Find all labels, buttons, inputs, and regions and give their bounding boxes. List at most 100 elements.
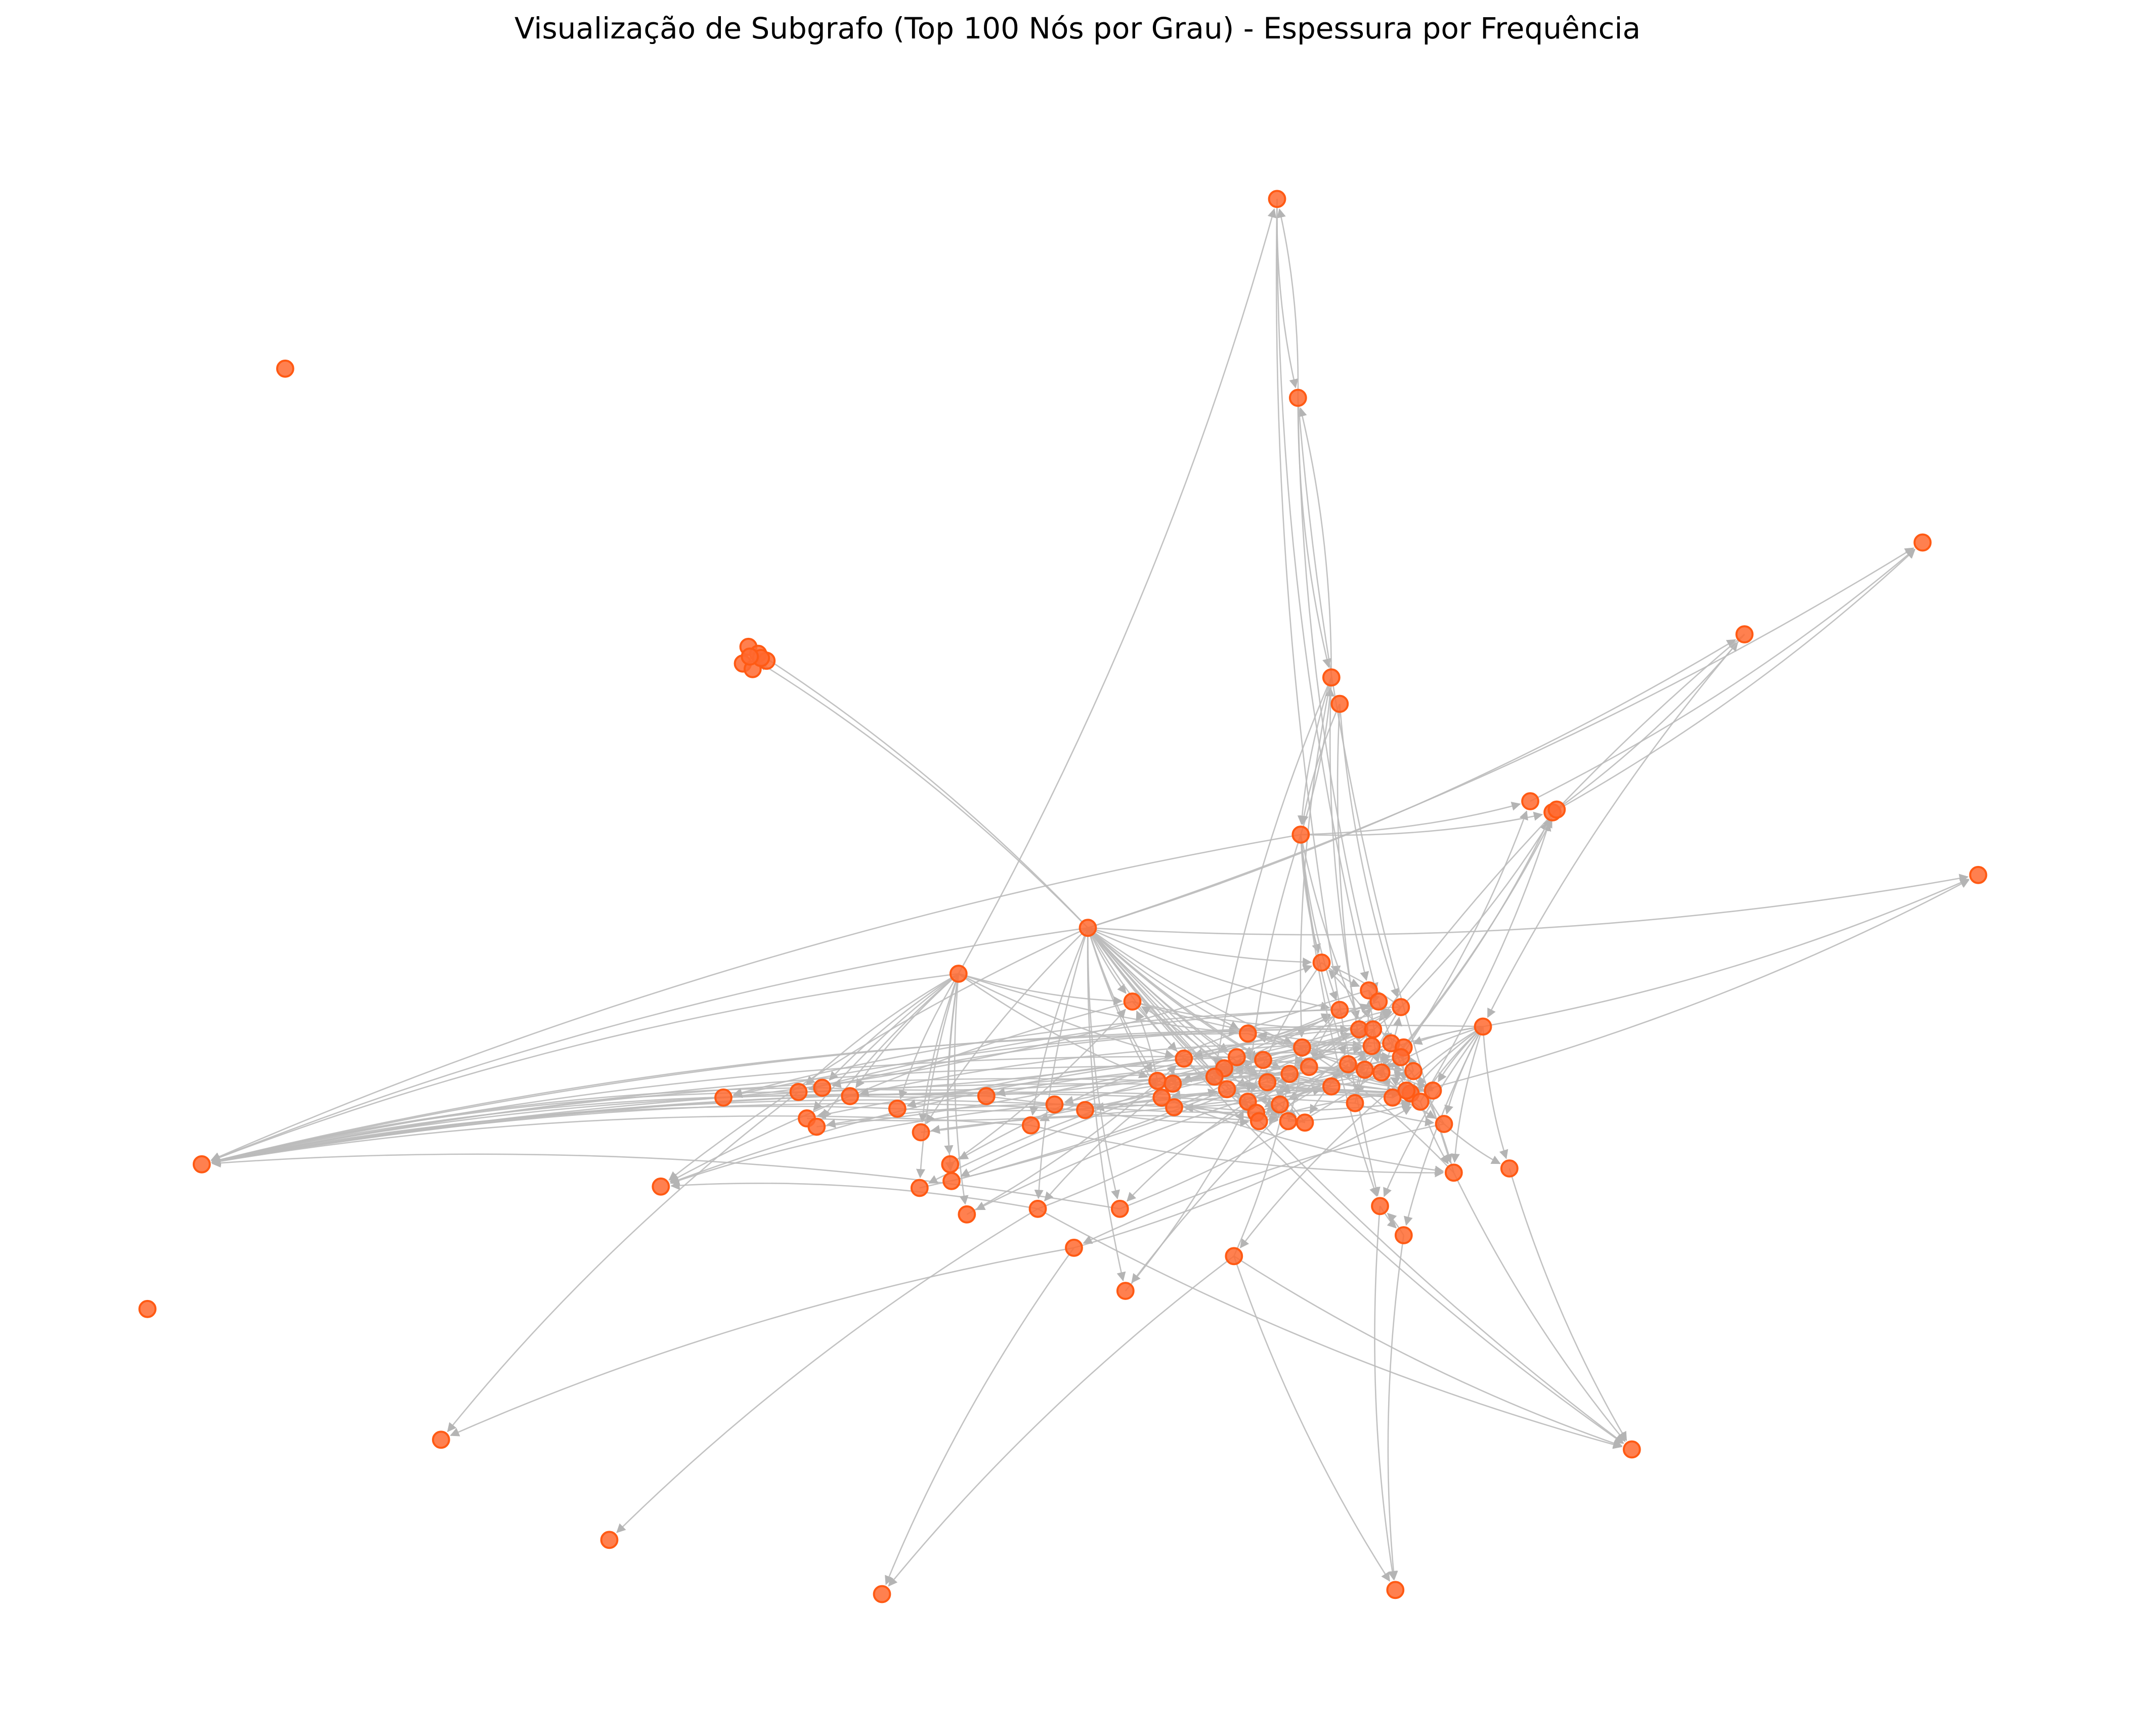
- graph-edge: [958, 973, 1175, 1059]
- graph-node: [1424, 1081, 1442, 1100]
- graph-edge: [1083, 1123, 1444, 1244]
- graph-edge: [1403, 821, 1549, 1048]
- graph-edge: [1037, 1208, 1623, 1449]
- graph-node: [1279, 1112, 1298, 1131]
- graph-node: [1397, 1081, 1416, 1100]
- graph-edge: [926, 927, 1089, 1124]
- graph-edge: [1337, 704, 1366, 1060]
- graph-edge: [1126, 1101, 1248, 1202]
- graph-edge: [958, 208, 1277, 974]
- graph-edge: [670, 1181, 1038, 1210]
- graph-node: [1346, 1094, 1364, 1112]
- graph-node: [1622, 1440, 1641, 1459]
- graph-edge: [822, 973, 959, 1119]
- graph-edge: [966, 1065, 1177, 1215]
- graph-edge: [210, 927, 1088, 1162]
- graph-node: [1330, 1001, 1349, 1019]
- graph-edge: [1374, 1206, 1397, 1581]
- graph-edge: [1087, 927, 1294, 1045]
- graph-node: [1249, 1112, 1268, 1131]
- graph-node: [1355, 1060, 1374, 1079]
- graph-edge: [211, 1115, 1031, 1166]
- graph-edge: [822, 1045, 1362, 1091]
- graph-edge: [808, 1006, 1401, 1092]
- graph-node: [1065, 1238, 1083, 1257]
- graph-edge: [1378, 634, 1745, 1022]
- graph-node: [1021, 1116, 1040, 1135]
- graph-edge: [1297, 398, 1452, 1164]
- graph-node: [652, 1177, 670, 1196]
- graph-edge: [447, 1091, 799, 1433]
- graph-edge: [1410, 879, 1970, 1094]
- graph-edge: [668, 927, 1089, 1181]
- graph-edge: [916, 973, 960, 1179]
- graph-edge: [211, 1094, 986, 1165]
- graph-node: [1521, 792, 1539, 810]
- graph-edge: [1030, 1124, 1444, 1178]
- graph-edge: [1552, 549, 1916, 813]
- graph-edge: [806, 1070, 1404, 1121]
- graph-edge: [1073, 1106, 1412, 1249]
- graph-node: [1288, 388, 1307, 407]
- graph-edge: [1119, 1063, 1393, 1210]
- graph-edge: [450, 1247, 1074, 1437]
- graph-node: [1369, 992, 1388, 1011]
- graph-edge: [670, 1058, 1184, 1185]
- graph-node: [1339, 1055, 1357, 1073]
- graph-node: [1394, 1226, 1413, 1244]
- graph-node: [1291, 826, 1310, 844]
- graph-edge: [1131, 1006, 1402, 1283]
- graph-edge: [1300, 834, 1378, 1197]
- graph-node: [1444, 1163, 1463, 1182]
- graph-edge: [211, 1033, 1248, 1164]
- graph-node: [1227, 1048, 1246, 1066]
- graph-node: [1045, 1095, 1064, 1114]
- graph-node: [1435, 1115, 1453, 1133]
- graph-node: [1404, 1062, 1423, 1080]
- graph-edge: [1125, 1110, 1244, 1291]
- graph-node: [841, 1087, 859, 1105]
- graph-node: [1116, 1282, 1135, 1300]
- graph-edge: [1443, 1123, 1501, 1164]
- graph-edge: [1087, 927, 1127, 994]
- graph-node: [741, 647, 759, 666]
- graph-edge: [1088, 927, 1312, 967]
- graph-node: [1205, 1067, 1224, 1086]
- graph-edge: [210, 973, 959, 1162]
- graph-edge: [859, 1042, 1392, 1097]
- graph-edge: [1530, 548, 1915, 802]
- graph-node: [1079, 919, 1097, 937]
- graph-node: [1028, 1199, 1047, 1218]
- graph-edge: [1276, 199, 1369, 981]
- graph-node: [873, 1585, 891, 1603]
- graph-node: [192, 1155, 211, 1174]
- graph-edge: [1419, 821, 1551, 1102]
- graph-edge: [756, 652, 1089, 929]
- graph-node: [807, 1117, 826, 1136]
- graph-edge: [758, 661, 1089, 929]
- graph-node: [1360, 981, 1378, 1000]
- graph-node: [1123, 992, 1142, 1011]
- graph-edge: [1088, 547, 1915, 929]
- graph-edge: [1038, 1072, 1301, 1210]
- graph-node: [138, 1299, 157, 1318]
- graph-edge: [210, 834, 1301, 1161]
- graph-edge: [1297, 677, 1332, 825]
- graph-edge: [959, 989, 1369, 1160]
- graph-node: [813, 1078, 832, 1097]
- graph-node: [1300, 1058, 1318, 1076]
- graph-edge: [975, 1056, 1401, 1210]
- graph-node: [1474, 1017, 1492, 1036]
- graph-edge: [829, 973, 959, 1081]
- graph-edge: [888, 1255, 1235, 1587]
- edge-layer: [210, 199, 1970, 1587]
- graph-edge: [1233, 1255, 1623, 1448]
- graph-node: [789, 1082, 808, 1101]
- graph-edge: [1508, 1168, 1627, 1441]
- graph-node: [1362, 1037, 1381, 1055]
- graph-edge: [930, 1115, 1259, 1134]
- graph-edge: [1297, 398, 1378, 992]
- graph-edge: [1275, 199, 1381, 1197]
